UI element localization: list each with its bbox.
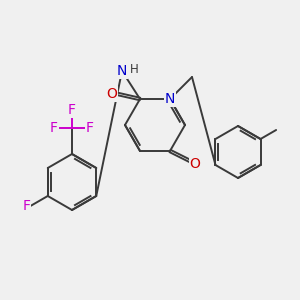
Text: N: N	[165, 92, 175, 106]
Text: O: O	[106, 87, 117, 101]
Text: F: F	[86, 121, 94, 135]
Text: F: F	[22, 199, 30, 213]
Text: F: F	[50, 121, 58, 135]
Text: H: H	[130, 62, 139, 76]
Text: O: O	[190, 157, 200, 171]
Text: N: N	[117, 64, 127, 78]
Text: F: F	[68, 103, 76, 117]
